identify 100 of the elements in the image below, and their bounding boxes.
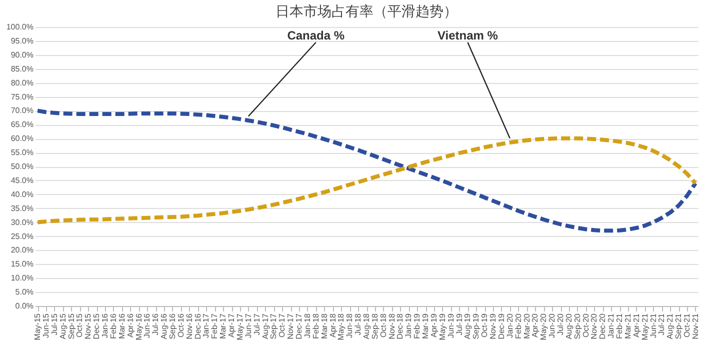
y-tick-label: 20.0% — [10, 246, 34, 255]
x-tick-label: Mar-18 — [320, 312, 329, 339]
y-tick-label: 25.0% — [10, 232, 34, 241]
text: Vietnam % — [437, 28, 498, 42]
y-tick-label: 90.0% — [10, 50, 34, 60]
x-tick-label: Feb-17 — [210, 312, 220, 339]
y-tick-label: 35.0% — [10, 204, 34, 213]
x-tick-label: Nov-17 — [286, 312, 296, 340]
x-tick-label: Dec-17 — [294, 312, 304, 340]
x-tick-label: Jun-15 — [41, 312, 50, 338]
x-tick-label: Nov-20 — [590, 312, 599, 340]
x-tick-label: Jul-19 — [454, 312, 464, 336]
x-tick-label: Sep-21 — [674, 312, 684, 340]
x-tick-label: Aug-17 — [260, 312, 270, 340]
x-tick-label: Mar-19 — [421, 312, 430, 339]
x-tick-label: Jan-19 — [404, 312, 414, 338]
x-tick-label: Oct-18 — [378, 312, 388, 338]
x-tick-label: May-17 — [235, 312, 244, 340]
x-tick-label: Oct-17 — [278, 312, 287, 338]
x-tick-label: Aug-16 — [160, 312, 169, 340]
y-tick-label: 65.0% — [10, 120, 34, 130]
x-tick-label: May-21 — [640, 312, 650, 340]
x-tick-label: Jul-21 — [657, 312, 666, 336]
x-tick-label: Apr-17 — [227, 312, 236, 338]
x-tick-label: Jul-16 — [151, 312, 160, 336]
x-tick-label: Apr-18 — [328, 312, 338, 338]
x-tick-label: Jul-20 — [556, 312, 566, 336]
y-tick-label: 60.0% — [10, 134, 34, 144]
x-tick-label: Mar-16 — [117, 312, 126, 339]
x-tick-label: Aug-19 — [463, 312, 472, 340]
y-tick-label: 85.0% — [10, 64, 34, 74]
y-tick-label: 70.0% — [10, 106, 34, 116]
x-tick-label: May-20 — [539, 312, 548, 340]
x-tick-label: Nov-15 — [84, 312, 93, 340]
x-tick-label: Apr-20 — [530, 312, 540, 338]
y-tick-label: 5.0% — [15, 288, 34, 297]
x-tick-label: Feb-21 — [615, 312, 624, 339]
x-tick-label: Nov-19 — [488, 312, 498, 340]
x-tick-label: Apr-21 — [632, 312, 641, 338]
x-tick-label: Jul-18 — [354, 312, 363, 336]
y-tick-label: 10.0% — [10, 274, 34, 283]
x-tick-label: Feb-16 — [108, 312, 118, 339]
x-tick-label: Sep-15 — [66, 312, 76, 340]
y-tick-label: 50.0% — [10, 162, 34, 171]
x-tick-label: Sep-17 — [269, 312, 278, 340]
x-tick-label: Feb-20 — [514, 312, 523, 339]
x-tick-label: Nov-16 — [184, 312, 194, 340]
y-tick-label: 55.0% — [10, 148, 34, 158]
x-tick-label: Apr-19 — [429, 312, 438, 338]
y-tick-label: 15.0% — [10, 260, 34, 269]
x-tick-label: May-18 — [336, 312, 346, 340]
y-tick-label: 30.0% — [10, 218, 34, 227]
y-tick-label: 95.0% — [10, 36, 34, 46]
x-tick-label: Nov-21 — [690, 312, 700, 340]
x-tick-label: Feb-18 — [311, 312, 320, 339]
x-tick-label: Jul-17 — [252, 312, 262, 336]
y-tick-label: 0.0% — [15, 302, 34, 310]
x-tick-label: Jan-16 — [100, 312, 110, 338]
x-tick-label: Apr-16 — [126, 312, 135, 338]
y-tick-label: 45.0% — [10, 176, 34, 185]
x-tick-label: Mar-17 — [218, 312, 228, 339]
x-tick-label: Jun-17 — [244, 312, 253, 338]
x-tick-label: Mar-21 — [623, 312, 632, 339]
x-tick-label: Dec-15 — [92, 312, 102, 340]
x-tick-label: Jan-17 — [202, 312, 211, 338]
x-tick-label: Aug-20 — [564, 312, 574, 340]
x-tick-label: Nov-18 — [387, 312, 396, 340]
x-tick-label: Oct-19 — [480, 312, 490, 338]
x-tick-label: Oct-20 — [581, 312, 590, 338]
y-tick-label: 75.0% — [10, 92, 34, 102]
line-series — [36, 136, 698, 224]
x-tick-label: Jan-18 — [302, 312, 312, 338]
x-tick-label: Jun-21 — [648, 312, 658, 338]
x-tick-label: Sep-18 — [370, 312, 380, 340]
text: Canada % — [287, 28, 345, 42]
x-tick-label: Jan-21 — [606, 312, 616, 338]
y-tick-label: 80.0% — [10, 78, 34, 88]
x-tick-label: Jun-19 — [446, 312, 456, 338]
x-tick-label: Oct-21 — [682, 312, 692, 338]
x-tick-label: Mar-20 — [522, 312, 532, 339]
x-tick-label: Jun-20 — [548, 312, 557, 338]
x-tick-label: Dec-18 — [396, 312, 405, 340]
x-tick-label: Dec-19 — [496, 312, 506, 340]
x-tick-label: Jun-18 — [345, 312, 354, 338]
x-tick-label: Aug-21 — [666, 312, 675, 340]
y-tick-label: 40.0% — [10, 190, 34, 199]
x-tick-label: Sep-19 — [472, 312, 481, 340]
chart-title: 日本市场占有率（平滑趋势） — [276, 4, 458, 20]
x-tick-label: Feb-19 — [412, 312, 422, 339]
line-series — [36, 108, 698, 233]
x-tick-label: Dec-16 — [193, 312, 202, 340]
x-tick-label: Aug-15 — [58, 312, 68, 340]
x-tick-label: Sep-20 — [572, 312, 582, 340]
x-tick-label: Dec-20 — [598, 312, 608, 340]
y-tick-label: 100.0% — [6, 22, 34, 32]
x-tick-label: Oct-16 — [176, 312, 186, 338]
x-tick-label: May-16 — [134, 312, 144, 340]
x-tick-label: Jul-15 — [50, 312, 59, 336]
x-tick-label: Oct-15 — [75, 312, 84, 338]
x-tick-label: May-15 — [33, 312, 42, 340]
